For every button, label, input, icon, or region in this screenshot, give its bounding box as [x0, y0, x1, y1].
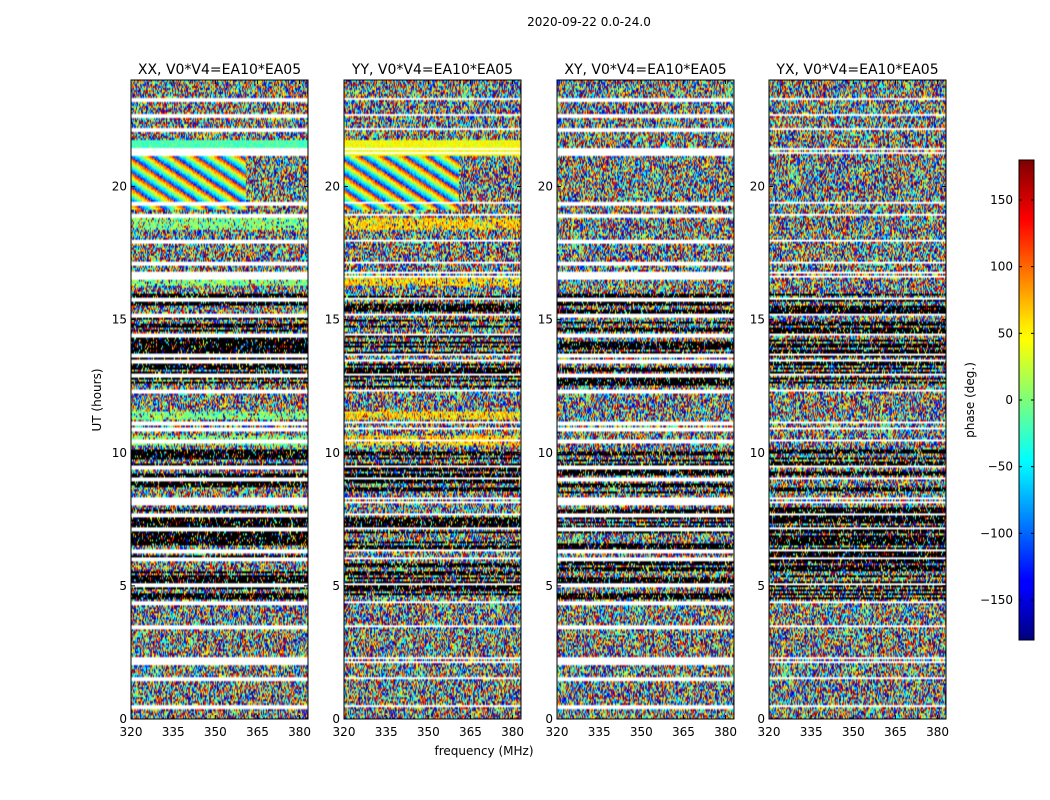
y-tick-label: 0	[332, 712, 340, 726]
y-tick-label: 5	[545, 579, 553, 593]
y-tick-label: 5	[332, 579, 340, 593]
y-tick-label: 15	[538, 313, 553, 327]
colorbar-tick-label: 150	[990, 193, 1013, 207]
panel-4: YX, V0*V4=EA10*EA05 320 335 350 365 380 0 5 10 15…	[750, 62, 949, 739]
y-tick-label: 10	[325, 446, 340, 460]
y-tick-label: 20	[538, 180, 553, 194]
y-tick-label: 0	[757, 712, 765, 726]
colorbar-tick-label: −150	[980, 593, 1013, 607]
y-tick-label: 20	[750, 180, 765, 194]
phase-heatmap	[769, 80, 946, 719]
colorbar-tick-label: 0	[1005, 393, 1013, 407]
panel-title: XX, V0*V4=EA10*EA05	[138, 62, 301, 78]
x-tick-label: 335	[800, 725, 823, 739]
x-tick-label: 320	[546, 725, 569, 739]
y-tick-label: 15	[112, 313, 127, 327]
colorbar-tick-label: 50	[998, 326, 1013, 340]
x-tick-label: 380	[501, 725, 524, 739]
panel-frame	[556, 79, 735, 720]
panel-3: XY, V0*V4=EA10*EA05 320 335 350 365 380 0 5 10 15…	[538, 62, 737, 739]
x-tick-label: 365	[672, 725, 695, 739]
x-tick-label: 320	[333, 725, 356, 739]
x-tick-label: 335	[588, 725, 611, 739]
panel-title: XY, V0*V4=EA10*EA05	[564, 62, 726, 78]
x-tick-label: 335	[162, 725, 185, 739]
y-tick-label: 15	[325, 313, 340, 327]
x-tick-label: 365	[884, 725, 907, 739]
panel-2: YY, V0*V4=EA10*EA05 320 335 350 365 380 0 5 10 15…	[325, 62, 524, 739]
x-tick-label: 365	[459, 725, 482, 739]
x-tick-label: 380	[926, 725, 949, 739]
colorbar-ticks: 150 100 50 0 −50 −100 −150	[980, 193, 1034, 607]
y-axis-label: UT (hours)	[90, 368, 104, 431]
y-tick-label: 10	[538, 446, 553, 460]
phase-heatmap	[557, 80, 734, 719]
phase-heatmap	[131, 80, 308, 719]
x-tick-label: 320	[758, 725, 781, 739]
panels: XX, V0*V4=EA10*EA05 320 335 350 365 380 0 5 10 15…	[112, 62, 949, 739]
x-tick-label: 350	[842, 725, 865, 739]
panel-frame	[130, 79, 309, 720]
panel-1: XX, V0*V4=EA10*EA05 320 335 350 365 380 0 5 10 15…	[112, 62, 311, 739]
x-tick-label: 350	[417, 725, 440, 739]
y-tick-label: 5	[119, 579, 127, 593]
phase-heatmap	[344, 80, 521, 719]
colorbar-tick-label: −100	[980, 526, 1013, 540]
y-tick-label: 15	[750, 313, 765, 327]
y-tick-label: 20	[112, 180, 127, 194]
y-tick-label: 10	[750, 446, 765, 460]
x-tick-label: 335	[375, 725, 398, 739]
x-axis-label: frequency (MHz)	[434, 744, 533, 758]
panel-title: YY, V0*V4=EA10*EA05	[351, 62, 513, 78]
x-tick-label: 320	[120, 725, 143, 739]
y-tick-label: 5	[757, 579, 765, 593]
panel-frame	[768, 79, 947, 720]
colorbar-label: phase (deg.)	[963, 362, 977, 438]
x-tick-label: 365	[246, 725, 269, 739]
colorbar: 150 100 50 0 −50 −100 −150 phase (deg.)	[963, 159, 1035, 641]
panel-frame	[343, 79, 522, 720]
colorbar-tick-label: 100	[990, 260, 1013, 274]
figure-suptitle: 2020-09-22 0.0-24.0	[527, 15, 651, 29]
x-tick-label: 380	[288, 725, 311, 739]
y-tick-label: 10	[112, 446, 127, 460]
x-tick-label: 350	[204, 725, 227, 739]
y-tick-label: 20	[325, 180, 340, 194]
x-tick-label: 380	[714, 725, 737, 739]
panel-title: YX, V0*V4=EA10*EA05	[775, 62, 938, 78]
y-tick-label: 0	[119, 712, 127, 726]
x-tick-label: 350	[630, 725, 653, 739]
colorbar-tick-label: −50	[988, 460, 1013, 474]
y-tick-label: 0	[545, 712, 553, 726]
